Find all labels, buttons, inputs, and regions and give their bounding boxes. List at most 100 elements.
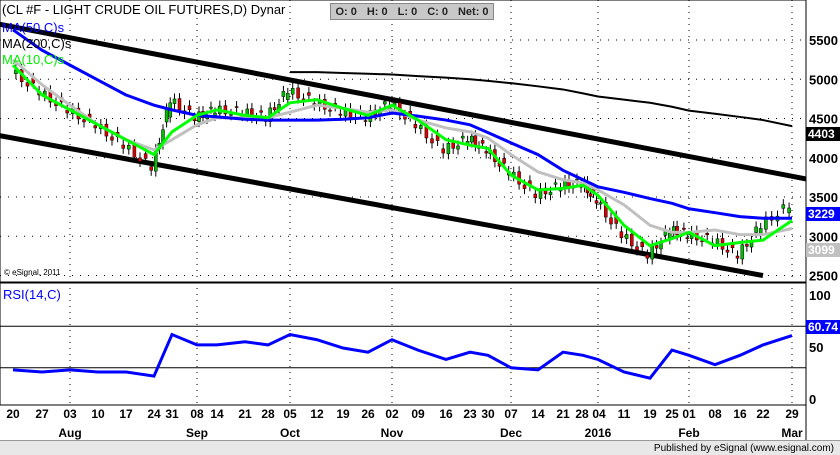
legend-ma10: MA(10,C)s <box>2 52 65 67</box>
rsi-label: RSI(14,C) <box>3 287 61 302</box>
date-tick-label: 27 <box>35 407 49 421</box>
candle-body <box>787 207 791 214</box>
month-label: Feb <box>678 426 699 440</box>
ma10-line <box>11 64 793 248</box>
date-tick-label: 19 <box>643 407 657 421</box>
rsi-line <box>12 332 793 380</box>
candle-body <box>705 233 709 236</box>
month-label: Sep <box>186 426 208 440</box>
candle-body <box>671 226 676 235</box>
month-label: Mar <box>781 426 803 440</box>
candle-body <box>461 135 465 139</box>
date-tick-label: 16 <box>439 407 453 421</box>
candle-body <box>110 136 114 141</box>
footer: Published by eSignal (www.esignal.com) <box>0 440 840 455</box>
trendline <box>0 21 807 182</box>
price-tick-label: 4500 <box>809 112 838 127</box>
candle-body <box>635 246 639 251</box>
date-tick-label: 09 <box>411 407 425 421</box>
ma50-value-tag: 3229 <box>806 207 840 221</box>
candle-body <box>164 108 169 123</box>
candle-body <box>645 254 650 259</box>
date-tick-label: 26 <box>361 407 375 421</box>
rsi-tick-label: 100 <box>809 288 831 303</box>
chart-title: (CL #F - LIGHT CRUDE OIL FUTURES,D) Dyna… <box>2 2 286 17</box>
candle-body <box>725 249 730 253</box>
candle-body <box>484 151 488 154</box>
date-tick-label: 10 <box>91 407 105 421</box>
candle-body <box>229 114 233 116</box>
candle-body <box>132 144 137 158</box>
open-value: O: 0 <box>335 5 357 18</box>
date-tick-label: 30 <box>481 407 495 421</box>
candle-body <box>451 142 455 149</box>
ma200-value-tag: 4403 <box>806 127 840 141</box>
candle-body <box>213 112 217 116</box>
candle-body <box>338 113 343 116</box>
date-tick-label: 20 <box>6 407 20 421</box>
candle-body <box>363 120 368 122</box>
candle-body <box>754 226 758 233</box>
month-label: Dec <box>500 426 522 440</box>
date-tick-label: 08 <box>708 407 722 421</box>
date-tick-label: 08 <box>190 407 204 421</box>
low-value: L: 0 <box>397 5 418 18</box>
candle-body <box>548 191 553 196</box>
legend-ma50: MA(50,C)s <box>2 20 65 35</box>
date-tick-label: 25 <box>665 407 679 421</box>
candle-body <box>259 110 263 113</box>
date-tick-label: 22 <box>756 407 770 421</box>
date-tick-label: 31 <box>165 407 179 421</box>
date-tick-label: 14 <box>531 407 545 421</box>
candle-body <box>441 148 445 154</box>
copyright: © eSignal, 2011 <box>4 268 61 277</box>
candle-body <box>65 109 69 114</box>
month-label: Nov <box>381 426 404 440</box>
candle-body <box>456 145 460 150</box>
candle-body <box>383 101 387 105</box>
date-tick-label: 19 <box>336 407 350 421</box>
candle-body <box>138 157 142 162</box>
candle-body <box>446 142 451 155</box>
ma-gray-value-tag: 3099 <box>806 243 840 257</box>
price-tick-label: 5500 <box>809 33 838 48</box>
price-tick-label: 5000 <box>809 72 838 87</box>
close-value: C: 0 <box>427 5 448 18</box>
date-tick-label: 21 <box>238 407 252 421</box>
net-value: Net: 0 <box>457 5 489 18</box>
date-tick-label: 24 <box>147 407 161 421</box>
candle-body <box>675 225 679 236</box>
month-label: 2016 <box>585 426 612 440</box>
price-tick-label: 2500 <box>809 269 838 284</box>
date-tick-label: 11 <box>618 407 631 421</box>
candle-body <box>143 153 148 159</box>
candle-body <box>296 87 300 99</box>
candle-body <box>735 255 740 259</box>
price-tick-label: 4000 <box>809 151 838 166</box>
candle-body <box>25 82 30 87</box>
rsi-tick-label: 0 <box>809 392 816 407</box>
date-tick-label: 23 <box>463 407 477 421</box>
date-tick-label: 17 <box>119 407 133 421</box>
date-tick-label: 28 <box>575 407 589 421</box>
candle-body <box>588 193 593 197</box>
candle-body <box>624 234 629 239</box>
price-tick-label: 3000 <box>809 229 838 244</box>
candle-body <box>272 107 277 111</box>
date-tick-label: 07 <box>504 407 518 421</box>
candle-body <box>430 138 434 144</box>
candle-body <box>609 217 613 225</box>
date-tick-label: 14 <box>210 407 224 421</box>
rsi-value-tag: 60.74 <box>806 320 840 334</box>
candle-body <box>575 178 579 181</box>
month-label: Oct <box>280 426 300 440</box>
candle-body <box>682 227 686 230</box>
candle-body <box>209 106 213 109</box>
candle-body <box>470 135 474 143</box>
candle-body <box>533 193 538 199</box>
candle-body <box>307 92 311 96</box>
candle-body <box>480 140 485 144</box>
date-tick-label: 16 <box>733 407 747 421</box>
